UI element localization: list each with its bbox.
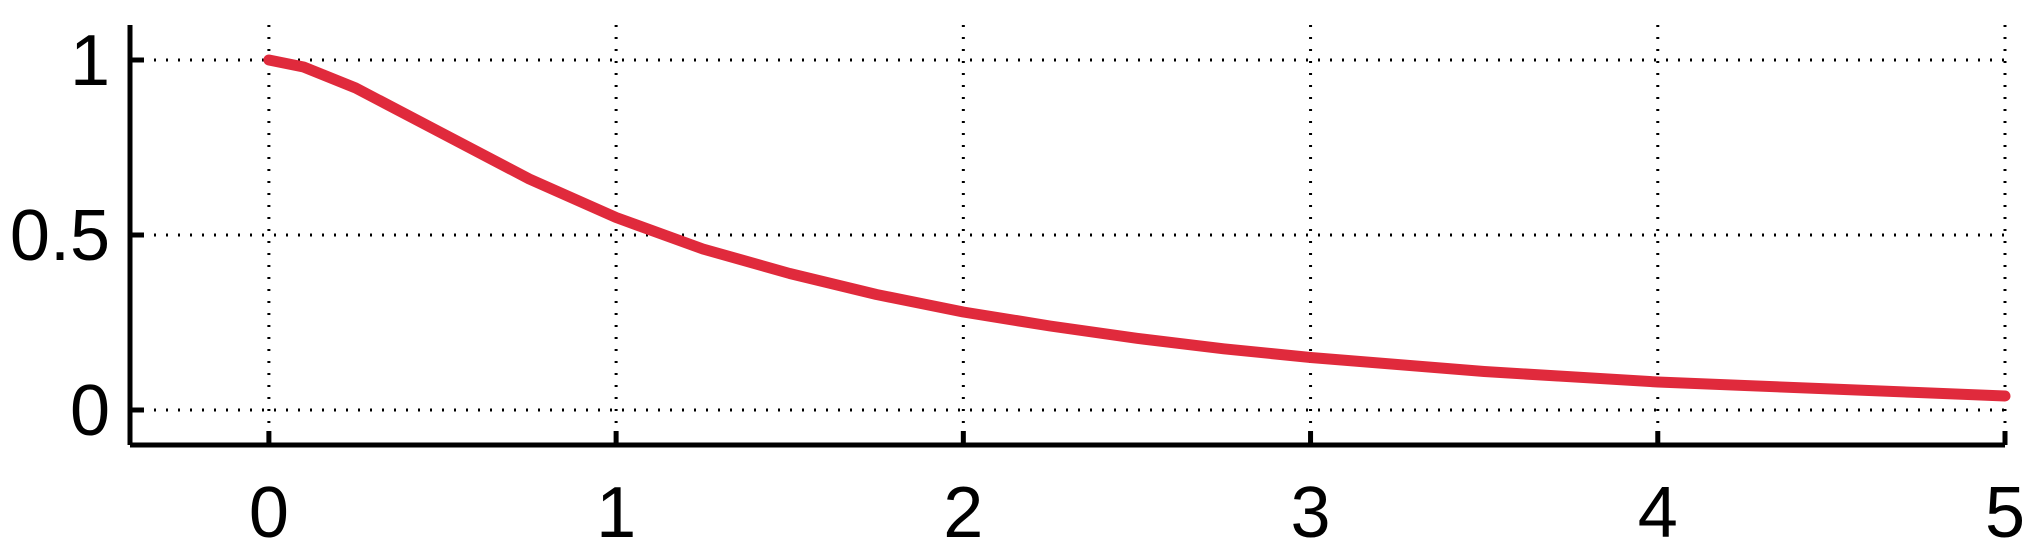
x-tick-label: 0 <box>249 473 289 553</box>
x-tick-label: 3 <box>1291 473 1331 553</box>
tick-labels: 0 1 2 3 4 5 0 0.5 1 <box>10 21 2025 553</box>
grid-lines <box>130 25 2007 445</box>
tick-marks <box>130 57 2008 445</box>
x-tick-label: 4 <box>1638 473 1678 553</box>
y-tick-label: 0.5 <box>10 196 110 276</box>
x-tick-label: 1 <box>596 473 636 553</box>
series-layer <box>263 54 2011 402</box>
y-tick-label: 1 <box>70 21 110 101</box>
x-tick-label: 2 <box>943 473 983 553</box>
y-tick-label: 0 <box>70 371 110 451</box>
x-tick-label: 5 <box>1985 473 2025 553</box>
series-line <box>263 54 2011 402</box>
